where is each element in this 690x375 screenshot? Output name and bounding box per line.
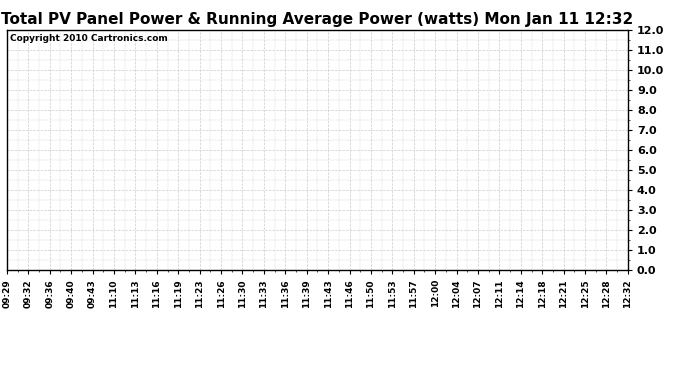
Text: Copyright 2010 Cartronics.com: Copyright 2010 Cartronics.com	[10, 34, 168, 43]
Title: Total PV Panel Power & Running Average Power (watts) Mon Jan 11 12:32: Total PV Panel Power & Running Average P…	[1, 12, 633, 27]
